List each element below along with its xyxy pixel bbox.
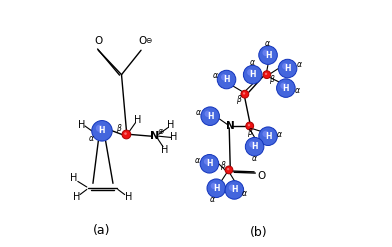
Circle shape xyxy=(204,158,211,165)
Circle shape xyxy=(96,125,103,132)
Circle shape xyxy=(200,155,219,173)
Circle shape xyxy=(247,69,254,76)
Circle shape xyxy=(246,122,254,130)
Text: (b): (b) xyxy=(249,226,267,239)
Circle shape xyxy=(259,46,277,64)
Circle shape xyxy=(245,137,264,156)
Text: N: N xyxy=(226,121,234,131)
Text: H: H xyxy=(231,185,238,194)
Text: H: H xyxy=(213,184,220,193)
Circle shape xyxy=(248,124,250,126)
Circle shape xyxy=(280,82,287,89)
Text: α: α xyxy=(297,60,302,69)
Circle shape xyxy=(277,79,295,97)
Circle shape xyxy=(225,166,233,174)
Text: H: H xyxy=(283,83,289,93)
Text: α: α xyxy=(265,39,270,48)
Text: H: H xyxy=(170,132,177,143)
Circle shape xyxy=(205,111,211,117)
Text: H: H xyxy=(70,173,77,184)
Text: α: α xyxy=(295,86,299,95)
Circle shape xyxy=(225,181,243,199)
Circle shape xyxy=(201,107,220,125)
Circle shape xyxy=(207,179,225,198)
Text: ⊕: ⊕ xyxy=(157,127,163,136)
Circle shape xyxy=(227,168,229,170)
Circle shape xyxy=(282,63,289,69)
Text: H: H xyxy=(78,120,85,130)
Text: H: H xyxy=(134,115,141,125)
Text: H: H xyxy=(167,120,174,130)
Circle shape xyxy=(221,74,227,81)
Text: H: H xyxy=(125,192,132,203)
Text: O: O xyxy=(94,36,102,46)
Text: H: H xyxy=(206,159,213,168)
Text: β: β xyxy=(236,95,241,104)
Text: H: H xyxy=(207,112,213,121)
Circle shape xyxy=(263,71,271,79)
Text: H: H xyxy=(251,142,258,151)
Circle shape xyxy=(263,50,269,56)
Text: H: H xyxy=(73,192,80,203)
Circle shape xyxy=(243,65,262,84)
Circle shape xyxy=(259,127,277,145)
Text: H: H xyxy=(249,70,256,79)
Text: N: N xyxy=(150,131,159,141)
Circle shape xyxy=(265,73,267,75)
Text: α: α xyxy=(242,189,247,198)
Text: β: β xyxy=(116,124,121,133)
Circle shape xyxy=(249,141,256,148)
Circle shape xyxy=(263,131,269,137)
Circle shape xyxy=(241,90,249,98)
Text: H: H xyxy=(99,126,105,135)
Circle shape xyxy=(122,130,131,139)
Text: β: β xyxy=(247,128,252,137)
Circle shape xyxy=(243,92,245,95)
Text: β: β xyxy=(220,161,225,169)
Text: O: O xyxy=(257,171,265,181)
Circle shape xyxy=(217,70,236,89)
Text: O: O xyxy=(138,36,146,46)
Text: α: α xyxy=(196,108,201,117)
Circle shape xyxy=(92,121,112,141)
Text: α: α xyxy=(195,156,200,165)
Text: α: α xyxy=(210,195,215,205)
Text: H: H xyxy=(265,51,271,60)
Text: β: β xyxy=(269,75,274,84)
Text: ⊖: ⊖ xyxy=(146,37,152,45)
Circle shape xyxy=(124,132,127,135)
Circle shape xyxy=(229,184,235,191)
Text: H: H xyxy=(284,64,291,73)
Text: α: α xyxy=(252,154,257,163)
Text: (a): (a) xyxy=(93,225,111,237)
Text: α: α xyxy=(89,134,93,143)
Text: H: H xyxy=(161,145,168,155)
Circle shape xyxy=(211,183,217,189)
Text: H: H xyxy=(265,132,271,141)
Text: α: α xyxy=(212,71,217,80)
Text: α: α xyxy=(277,130,282,140)
Text: H: H xyxy=(223,75,230,84)
Circle shape xyxy=(278,59,297,78)
Text: α: α xyxy=(250,59,255,67)
